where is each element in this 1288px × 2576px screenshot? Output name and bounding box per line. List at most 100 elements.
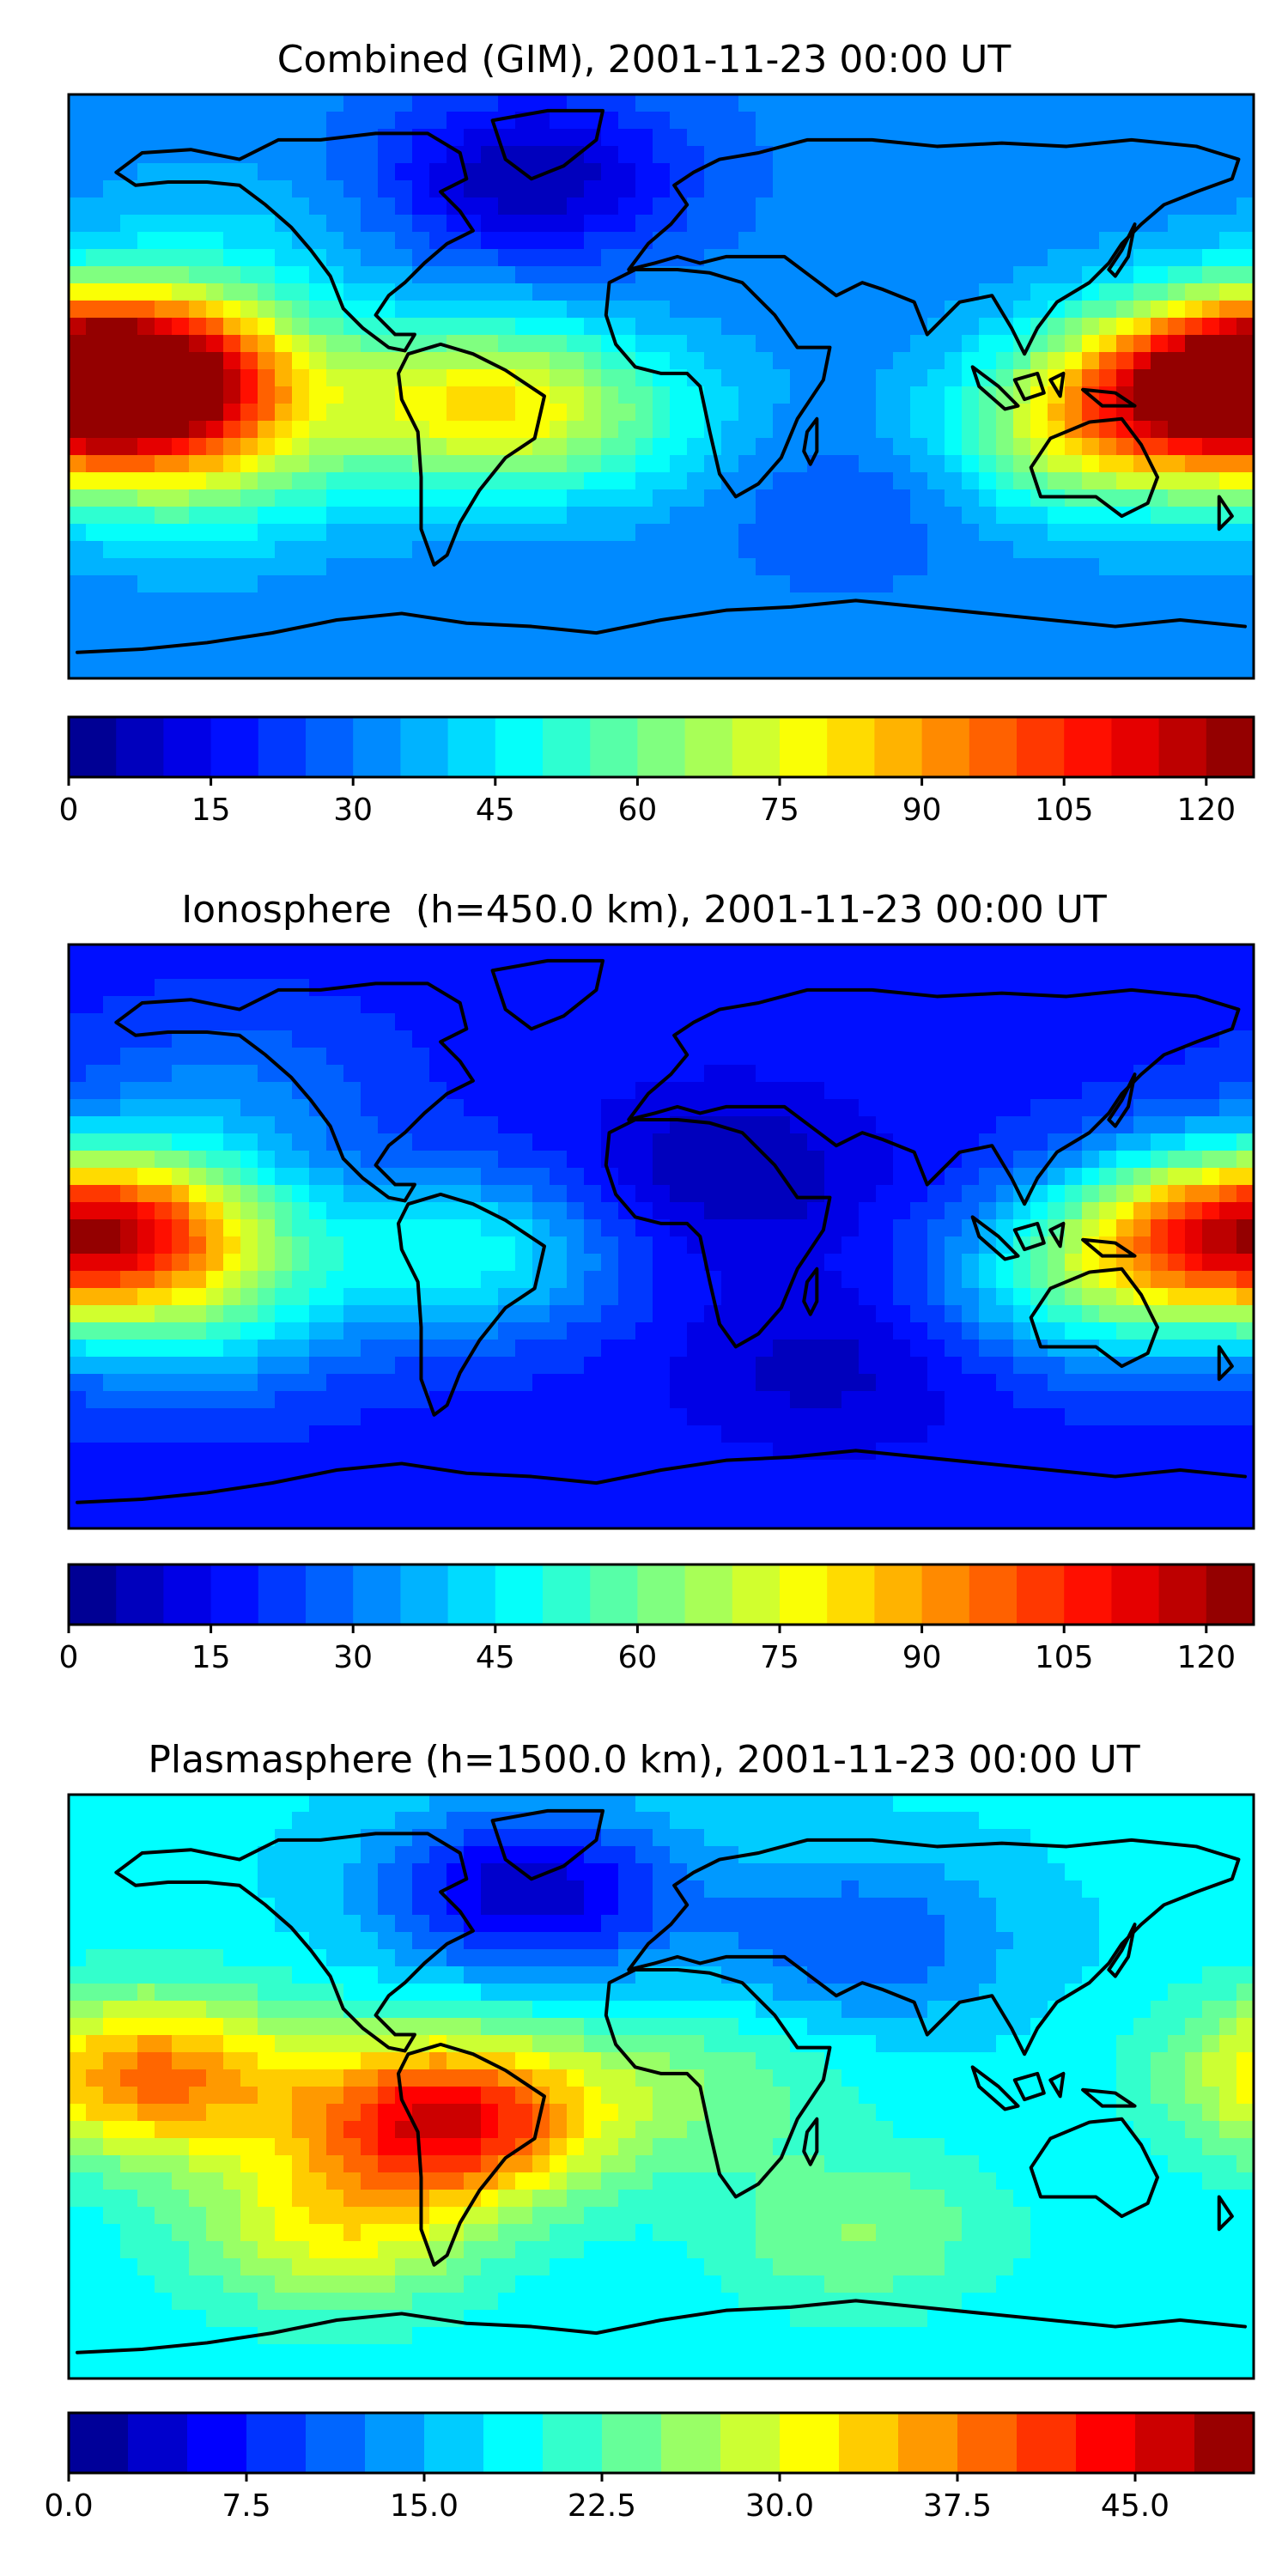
heatmap-cell bbox=[979, 1443, 997, 1461]
heatmap-cell bbox=[841, 1322, 860, 1340]
heatmap-cell bbox=[1065, 1116, 1083, 1134]
heatmap-cell bbox=[704, 1048, 722, 1066]
heatmap-cell bbox=[326, 1305, 344, 1323]
heatmap-cell bbox=[429, 507, 447, 525]
heatmap-cell bbox=[756, 112, 774, 130]
heatmap-cell bbox=[807, 1322, 825, 1340]
heatmap-cell bbox=[412, 129, 430, 147]
heatmap-cell bbox=[1168, 386, 1186, 404]
heatmap-cell bbox=[240, 1829, 258, 1847]
heatmap-cell bbox=[361, 421, 379, 439]
heatmap-cell bbox=[773, 979, 791, 997]
heatmap-cell bbox=[687, 1322, 705, 1340]
heatmap-cell bbox=[240, 215, 258, 233]
heatmap-cell bbox=[395, 1288, 413, 1306]
heatmap-cell bbox=[859, 1254, 877, 1272]
heatmap-cell bbox=[824, 1322, 842, 1340]
heatmap-cell bbox=[945, 661, 963, 679]
heatmap-cell bbox=[670, 1082, 688, 1100]
heatmap-cell bbox=[1168, 1477, 1186, 1495]
heatmap-cell bbox=[240, 352, 258, 370]
heatmap-cell bbox=[86, 592, 104, 611]
heatmap-cell bbox=[343, 472, 361, 490]
heatmap-cell bbox=[258, 1082, 276, 1100]
heatmap-cell bbox=[859, 1305, 877, 1323]
heatmap-cell bbox=[567, 1116, 585, 1134]
heatmap-cell bbox=[721, 283, 739, 301]
heatmap-cell bbox=[550, 1357, 568, 1375]
heatmap-cell bbox=[309, 558, 327, 576]
colorbar-cell bbox=[827, 717, 875, 777]
heatmap-cell bbox=[1116, 1219, 1134, 1237]
heatmap-cell bbox=[550, 472, 568, 490]
heatmap-cell bbox=[275, 1271, 293, 1289]
heatmap-cell bbox=[378, 232, 396, 250]
heatmap-cell bbox=[618, 1460, 636, 1478]
heatmap-cell bbox=[206, 112, 224, 130]
heatmap-cell bbox=[429, 1236, 447, 1255]
heatmap-cell bbox=[1013, 627, 1031, 645]
heatmap-cell bbox=[910, 1288, 928, 1306]
heatmap-cell bbox=[635, 1133, 653, 1151]
heatmap-cell bbox=[721, 1048, 739, 1066]
heatmap-cell bbox=[223, 1151, 241, 1169]
heatmap-cell bbox=[824, 1391, 842, 1409]
heatmap-cell bbox=[155, 1030, 173, 1048]
heatmap-cell bbox=[206, 1408, 224, 1426]
heatmap-cell bbox=[258, 352, 276, 370]
heatmap-cell bbox=[447, 1254, 465, 1272]
heatmap-cell bbox=[910, 146, 928, 164]
heatmap-cell bbox=[996, 489, 1014, 507]
heatmap-cell bbox=[1133, 1477, 1151, 1495]
map-frame bbox=[67, 93, 1255, 680]
heatmap-cell bbox=[172, 592, 190, 611]
heatmap-cell bbox=[1065, 438, 1083, 456]
heatmap-cell bbox=[464, 1133, 482, 1151]
heatmap-cell bbox=[326, 1202, 344, 1220]
heatmap-cell bbox=[1202, 1133, 1220, 1151]
heatmap-cell bbox=[1168, 558, 1186, 576]
heatmap-cell bbox=[86, 215, 104, 233]
heatmap-cell bbox=[1082, 1219, 1100, 1237]
heatmap-cell bbox=[240, 472, 258, 490]
heatmap-cell bbox=[807, 1099, 825, 1117]
heatmap-cell bbox=[258, 1408, 276, 1426]
heatmap-cell bbox=[155, 1254, 173, 1272]
heatmap-cell bbox=[773, 301, 791, 319]
heatmap-cell bbox=[841, 180, 860, 198]
heatmap-cell bbox=[326, 996, 344, 1014]
heatmap-cell bbox=[1065, 232, 1083, 250]
heatmap-cell bbox=[859, 979, 877, 997]
heatmap-cell bbox=[69, 249, 87, 267]
heatmap-cell bbox=[945, 1202, 963, 1220]
heatmap-cell bbox=[1048, 1065, 1066, 1083]
colorbar-tick-label: 120 bbox=[1176, 793, 1236, 828]
heatmap-cell bbox=[412, 644, 430, 662]
heatmap-cell bbox=[86, 249, 104, 267]
heatmap-cell bbox=[447, 266, 465, 284]
heatmap-cell bbox=[910, 249, 928, 267]
heatmap-cell bbox=[687, 1116, 705, 1134]
heatmap-cell bbox=[412, 1829, 430, 1847]
heatmap-cell bbox=[137, 266, 155, 284]
heatmap-cell bbox=[893, 369, 911, 387]
heatmap-cell bbox=[687, 1202, 705, 1220]
heatmap-cell bbox=[1185, 455, 1203, 473]
heatmap-cell bbox=[206, 489, 224, 507]
heatmap-cell bbox=[1185, 1477, 1203, 1495]
heatmap-cell bbox=[240, 1443, 258, 1461]
heatmap-cell bbox=[292, 197, 310, 216]
heatmap-cell bbox=[1065, 404, 1083, 422]
heatmap-cell bbox=[618, 1185, 636, 1203]
heatmap-cell bbox=[653, 283, 671, 301]
heatmap-cell bbox=[292, 1305, 310, 1323]
heatmap-cell bbox=[258, 1305, 276, 1323]
heatmap-cell bbox=[275, 1013, 293, 1031]
heatmap-cell bbox=[927, 1133, 945, 1151]
heatmap-cell bbox=[635, 163, 653, 181]
heatmap-cell bbox=[515, 1374, 533, 1392]
heatmap-cell bbox=[979, 592, 997, 611]
heatmap-cell bbox=[1065, 1013, 1083, 1031]
heatmap-cell bbox=[1082, 1305, 1100, 1323]
heatmap-cell bbox=[618, 996, 636, 1014]
